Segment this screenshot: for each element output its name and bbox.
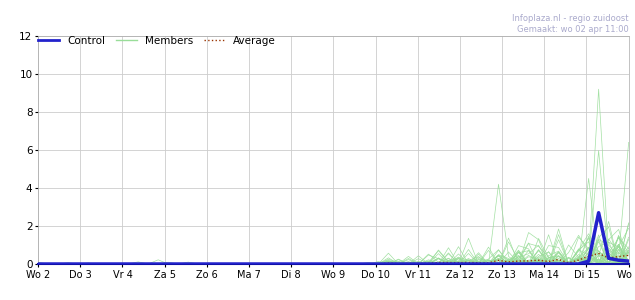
Text: Infoplaza.nl - regio zuidoost
Gemaakt: wo 02 apr 11:00: Infoplaza.nl - regio zuidoost Gemaakt: w… xyxy=(512,14,629,34)
Legend: Control, Members, Average: Control, Members, Average xyxy=(38,36,276,46)
